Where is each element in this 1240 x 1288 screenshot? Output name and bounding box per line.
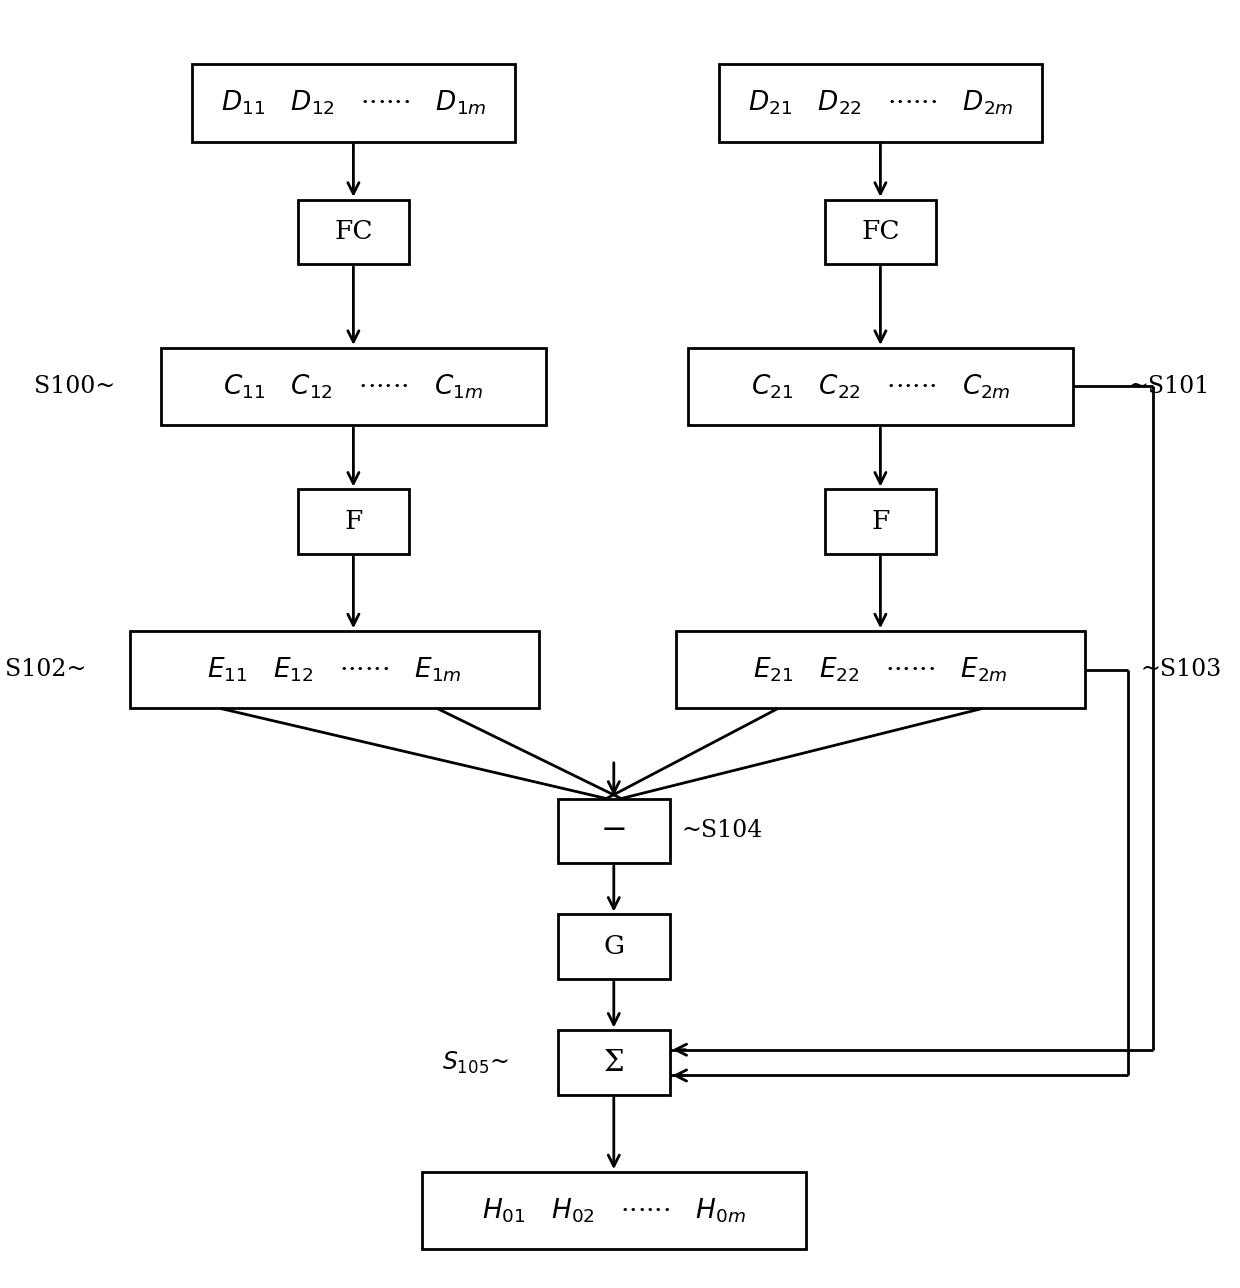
Bar xyxy=(298,200,409,264)
Bar xyxy=(558,914,670,979)
Text: G: G xyxy=(603,934,625,960)
Bar xyxy=(825,489,936,554)
Text: F: F xyxy=(872,509,889,535)
Text: ~S104: ~S104 xyxy=(682,819,764,842)
Text: FC: FC xyxy=(861,219,900,245)
Text: −: − xyxy=(600,815,627,846)
Bar xyxy=(161,348,546,425)
Text: S100~: S100~ xyxy=(33,375,115,398)
Text: ~S101: ~S101 xyxy=(1128,375,1210,398)
Text: $S_{105}$~: $S_{105}$~ xyxy=(441,1050,508,1075)
Text: F: F xyxy=(345,509,362,535)
Bar xyxy=(558,799,670,863)
Text: $E_{11}$   $E_{12}$   ······   $E_{1m}$: $E_{11}$ $E_{12}$ ······ $E_{1m}$ xyxy=(207,656,463,684)
Text: S102~: S102~ xyxy=(5,658,87,681)
Text: Σ: Σ xyxy=(604,1048,624,1077)
Bar xyxy=(719,64,1042,142)
Text: ~S103: ~S103 xyxy=(1141,658,1223,681)
Bar xyxy=(558,1030,670,1095)
Bar xyxy=(130,631,539,708)
Text: $D_{21}$   $D_{22}$   ······   $D_{2m}$: $D_{21}$ $D_{22}$ ······ $D_{2m}$ xyxy=(748,89,1013,117)
Bar xyxy=(676,631,1085,708)
Text: $D_{11}$   $D_{12}$   ······   $D_{1m}$: $D_{11}$ $D_{12}$ ······ $D_{1m}$ xyxy=(221,89,486,117)
Text: FC: FC xyxy=(334,219,373,245)
Bar xyxy=(688,348,1073,425)
Text: $E_{21}$   $E_{22}$   ······   $E_{2m}$: $E_{21}$ $E_{22}$ ······ $E_{2m}$ xyxy=(753,656,1008,684)
Bar xyxy=(298,489,409,554)
Bar xyxy=(422,1172,806,1249)
Bar xyxy=(192,64,515,142)
Text: $H_{01}$   $H_{02}$   ······   $H_{0m}$: $H_{01}$ $H_{02}$ ······ $H_{0m}$ xyxy=(481,1197,746,1225)
Bar xyxy=(825,200,936,264)
Text: $C_{21}$   $C_{22}$   ······   $C_{2m}$: $C_{21}$ $C_{22}$ ······ $C_{2m}$ xyxy=(750,372,1011,401)
Text: $C_{11}$   $C_{12}$   ······   $C_{1m}$: $C_{11}$ $C_{12}$ ······ $C_{1m}$ xyxy=(223,372,484,401)
